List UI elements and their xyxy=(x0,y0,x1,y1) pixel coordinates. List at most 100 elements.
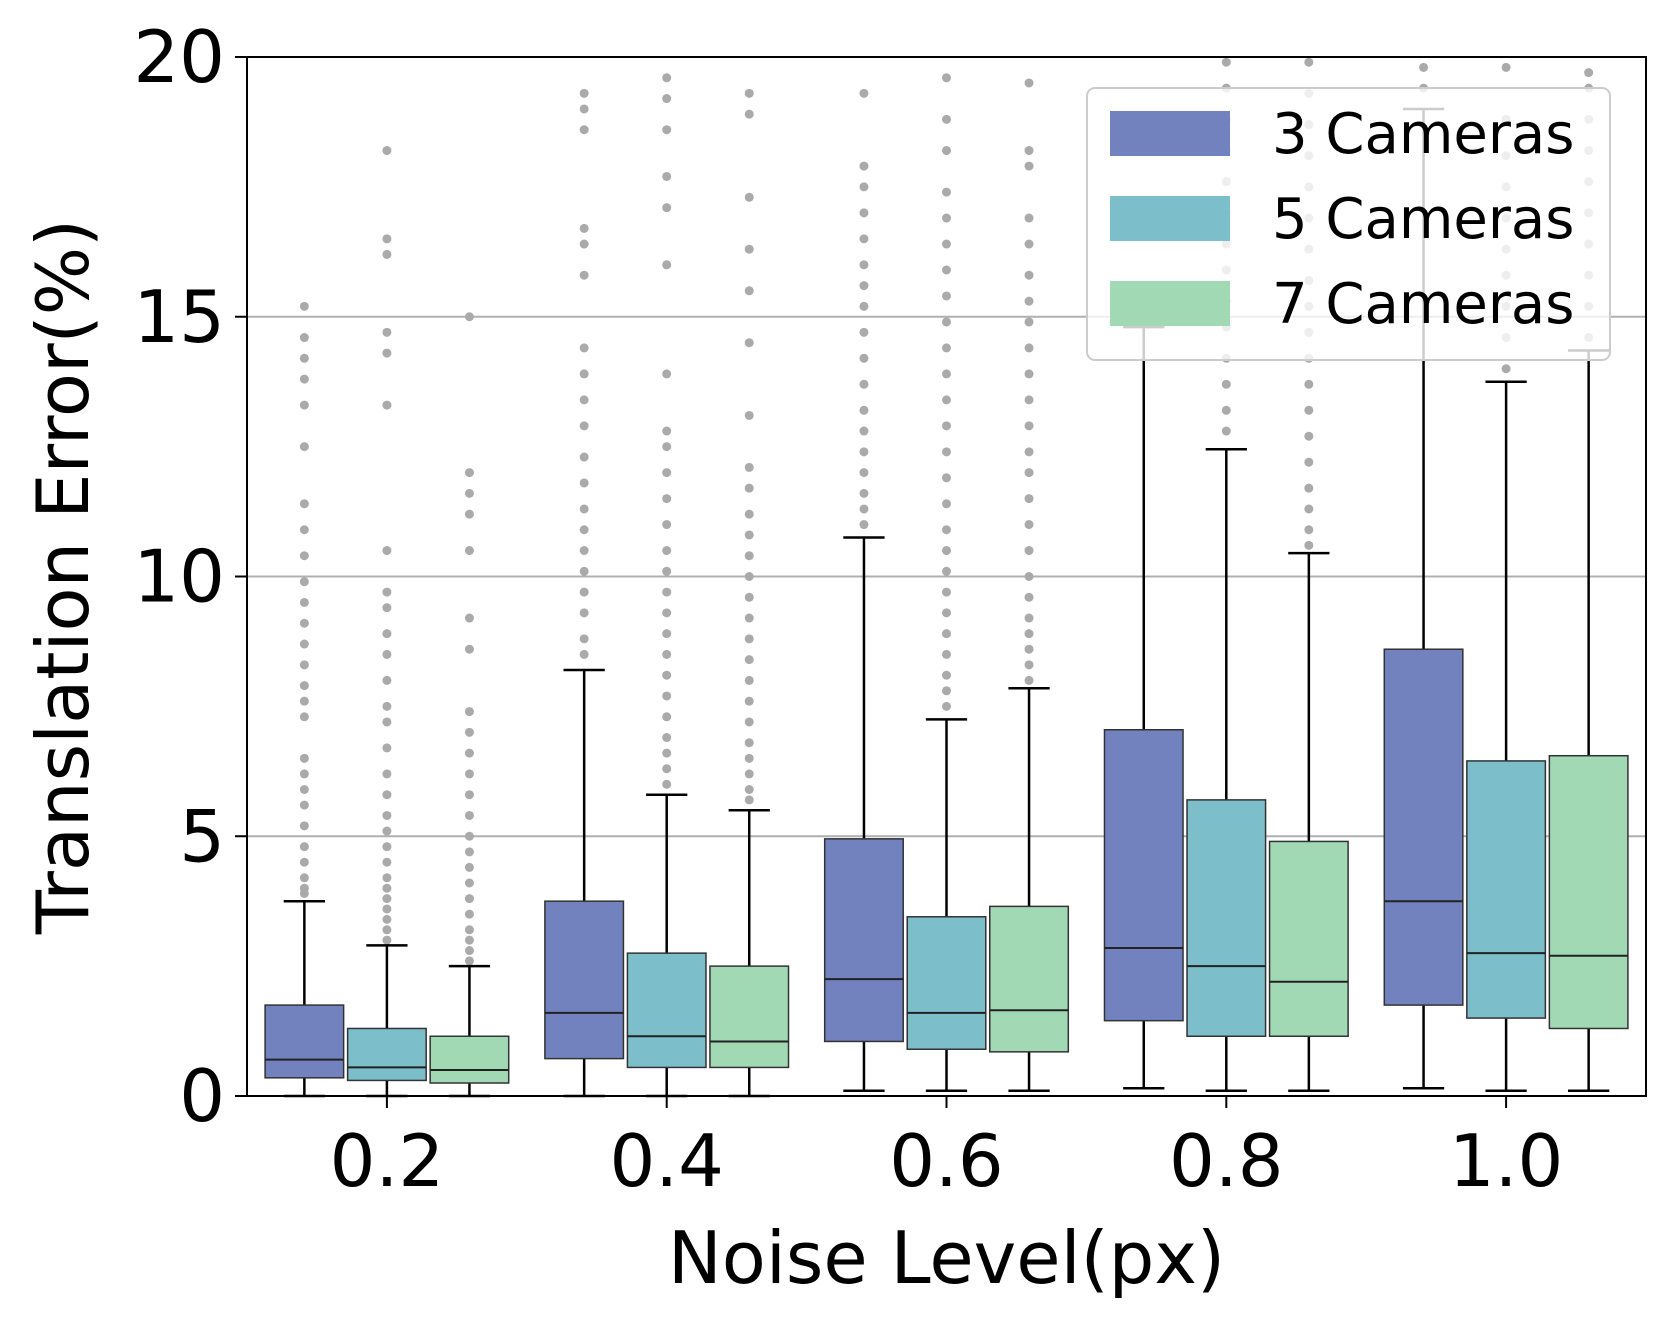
outlier-point xyxy=(859,301,869,311)
outlier-point xyxy=(744,551,754,561)
outlier-point xyxy=(382,629,392,639)
outlier-point xyxy=(662,748,672,758)
outlier-point xyxy=(1024,520,1034,530)
outlier-point xyxy=(299,525,309,535)
outlier-point xyxy=(662,779,672,789)
outlier-point xyxy=(464,509,474,519)
outlier-point xyxy=(662,691,672,701)
outlier-point xyxy=(382,894,392,904)
outlier-point xyxy=(1024,494,1034,504)
x-tick-label: 0.4 xyxy=(609,1119,724,1203)
outlier-point xyxy=(1304,525,1314,535)
outlier-point xyxy=(1024,592,1034,602)
legend-swatch xyxy=(1110,196,1230,241)
outlier-point xyxy=(382,649,392,659)
axis-ticks: 0 5 10 15 20 0.2 0.4 0.6 0.8 1.0 xyxy=(133,15,1563,1203)
outlier-point xyxy=(942,566,951,576)
outlier-point xyxy=(859,405,869,415)
outlier-point xyxy=(942,369,951,379)
box-iqr xyxy=(989,905,1070,1053)
outlier-point xyxy=(662,712,672,722)
outlier-point xyxy=(579,125,589,135)
box-iqr xyxy=(1103,729,1184,1022)
outlier-point xyxy=(662,494,672,504)
box-iqr xyxy=(346,1027,427,1082)
outlier-point xyxy=(1024,317,1034,327)
outlier-point xyxy=(579,504,589,514)
outlier-point xyxy=(1024,675,1034,685)
outlier-point xyxy=(299,618,309,628)
outlier-point xyxy=(382,249,392,259)
outlier-point xyxy=(744,462,754,472)
outlier-point xyxy=(464,748,474,758)
outlier-point xyxy=(1024,468,1034,478)
outlier-point xyxy=(1024,343,1034,353)
box-3-cameras-0.6 xyxy=(823,536,904,1093)
outlier-point xyxy=(859,281,869,291)
box-iqr xyxy=(906,916,987,1050)
outlier-point xyxy=(299,800,309,810)
outlier-point xyxy=(382,327,392,337)
x-tick-label: 0.8 xyxy=(1169,1119,1284,1203)
outlier-point xyxy=(579,452,589,462)
outlier-point xyxy=(1304,57,1314,67)
outlier-point xyxy=(464,894,474,904)
outlier-point xyxy=(1024,213,1034,223)
outlier-point xyxy=(1304,431,1314,441)
outlier-point xyxy=(942,546,951,556)
outlier-point xyxy=(744,655,754,665)
outlier-point xyxy=(299,577,309,587)
outlier-point xyxy=(1024,421,1034,431)
outlier-point xyxy=(579,546,589,556)
outlier-point xyxy=(382,717,392,727)
box-7-cameras-0.4 xyxy=(709,809,790,1098)
outlier-point xyxy=(662,203,672,213)
box-5-cameras-0.6 xyxy=(906,718,987,1093)
outlier-point xyxy=(942,608,951,618)
outlier-point xyxy=(299,333,309,343)
outlier-point xyxy=(1024,447,1034,457)
outlier-point xyxy=(464,935,474,945)
outlier-point xyxy=(662,520,672,530)
outlier-point xyxy=(942,146,951,156)
outlier-point xyxy=(942,213,951,223)
outlier-point xyxy=(859,520,869,530)
box-5-cameras-0.4 xyxy=(626,793,707,1098)
outlier-point xyxy=(662,468,672,478)
outlier-point xyxy=(744,717,754,727)
outlier-point xyxy=(299,821,309,831)
outlier-point xyxy=(299,639,309,649)
outlier-point xyxy=(579,634,589,644)
outlier-point xyxy=(1419,62,1429,72)
outlier-point xyxy=(299,551,309,561)
outlier-point xyxy=(382,826,392,836)
outlier-point xyxy=(662,125,672,135)
outlier-point xyxy=(662,171,672,181)
outlier-point xyxy=(382,146,392,156)
outlier-point xyxy=(662,649,672,659)
outlier-point xyxy=(942,239,951,249)
outlier-point xyxy=(382,234,392,244)
box-5-cameras-0.8 xyxy=(1186,447,1267,1093)
outlier-point xyxy=(744,509,754,519)
outlier-point xyxy=(942,649,951,659)
outlier-point xyxy=(662,94,672,104)
legend: 3 Cameras 5 Cameras 7 Cameras xyxy=(1086,87,1611,361)
outlier-point xyxy=(1024,546,1034,556)
outlier-point xyxy=(859,260,869,270)
outlier-point xyxy=(1024,613,1034,623)
outlier-point xyxy=(464,790,474,800)
outlier-point xyxy=(859,182,869,192)
outlier-point xyxy=(579,104,589,114)
outlier-point xyxy=(382,925,392,935)
outlier-point xyxy=(942,395,951,405)
box-iqr xyxy=(1268,840,1349,1038)
outlier-point xyxy=(859,161,869,171)
outlier-point xyxy=(382,743,392,753)
outlier-point xyxy=(382,587,392,597)
outlier-point xyxy=(942,317,951,327)
outlier-point xyxy=(1024,78,1034,88)
outlier-point xyxy=(464,956,474,966)
outlier-point xyxy=(382,935,392,945)
